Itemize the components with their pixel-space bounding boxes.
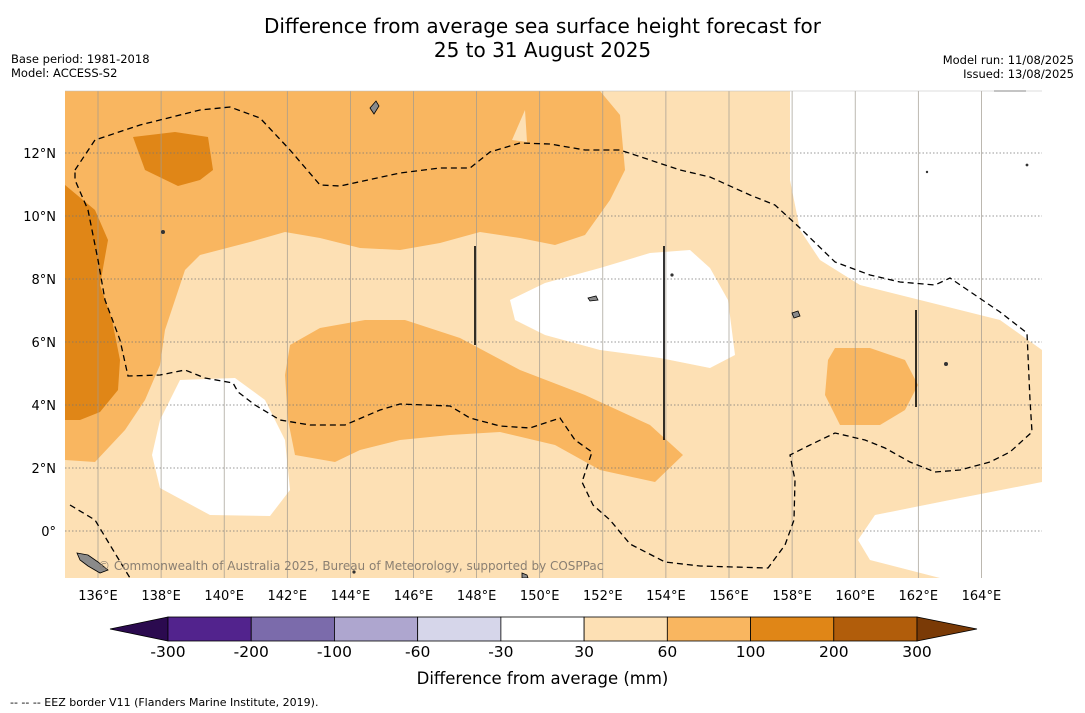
longitude-tick-label: 144°E bbox=[331, 589, 371, 604]
model-name: Model: ACCESS-S2 bbox=[11, 66, 118, 80]
colorbar-segment bbox=[583, 616, 668, 642]
island-guam bbox=[369, 100, 380, 115]
colorbar-tick-label: -300 bbox=[150, 643, 186, 661]
island-small-south bbox=[521, 572, 529, 578]
colorbar-tick-label: -200 bbox=[233, 643, 269, 661]
colorbar-tick-label: 30 bbox=[574, 643, 594, 661]
anomaly-100-200-region-north bbox=[133, 132, 213, 186]
island-new-guinea-coast bbox=[76, 552, 109, 574]
island-pohnpei bbox=[791, 310, 801, 319]
colorbar-tick-label: 60 bbox=[657, 643, 678, 661]
latitude-labels: 12°N 10°N 8°N 6°N 4°N 2°N 0° bbox=[23, 147, 56, 540]
map-area: © Commonwealth of Australia 2025, Bureau… bbox=[65, 91, 1042, 578]
longitude-labels: 136°E 138°E 140°E 142°E 144°E 146°E 148°E 150°E… bbox=[78, 589, 1001, 604]
map-title: Difference from average sea surface heig… bbox=[0, 14, 1085, 62]
latitude-tick-label: 4°N bbox=[32, 399, 57, 414]
longitude-tick-label: 142°E bbox=[268, 589, 308, 604]
longitude-tick-label: 150°E bbox=[520, 589, 560, 604]
colorbar-tick-label: 300 bbox=[902, 643, 932, 661]
colorbar-tick-label: -100 bbox=[316, 643, 353, 661]
colorbar-segment bbox=[500, 616, 585, 642]
meta-right: Model run: 11/08/2025 Issued: 13/08/2025 bbox=[943, 53, 1074, 81]
island-small-chuuk bbox=[587, 295, 599, 302]
anomaly-60-100-region-north bbox=[65, 91, 625, 462]
anomaly-60-100-region-east bbox=[825, 348, 918, 425]
base-period: Base period: 1981-2018 bbox=[11, 52, 150, 66]
colorbar-over-arrow bbox=[916, 616, 978, 642]
anomaly-neutral-region-central bbox=[510, 250, 735, 368]
colorbar-title: Difference from average (mm) bbox=[416, 669, 669, 688]
anomaly-neutral-region-east bbox=[790, 91, 1042, 350]
colorbar-segment bbox=[833, 616, 918, 642]
model-run: Model run: 11/08/2025 bbox=[942, 53, 1074, 67]
anomaly-100-200-region-west bbox=[65, 185, 120, 420]
latitude-tick-label: 12°N bbox=[23, 147, 56, 162]
longitude-tick-label: 146°E bbox=[394, 589, 434, 604]
longitude-tick-label: 138°E bbox=[141, 589, 181, 604]
credit-text: © Commonwealth of Australia 2025, Bureau… bbox=[98, 559, 603, 573]
anomaly-neutral-notch bbox=[512, 110, 527, 142]
colorbar-tick-label: 100 bbox=[735, 643, 766, 661]
longitude-tick-label: 152°E bbox=[583, 589, 623, 604]
meta-left: Base period: 1981-2018 Model: ACCESS-S2 bbox=[11, 52, 150, 80]
colorbar-tick-label: -30 bbox=[488, 643, 514, 661]
longitude-tick-label: 140°E bbox=[204, 589, 244, 604]
island-dot-5 bbox=[925, 170, 929, 174]
longitude-tick-label: 148°E bbox=[457, 589, 497, 604]
island-dot-4 bbox=[1025, 163, 1029, 167]
issued-date: Issued: 13/08/2025 bbox=[963, 67, 1074, 81]
latitude-tick-label: 0° bbox=[41, 525, 56, 540]
longitude-tick-label: 136°E bbox=[78, 589, 118, 604]
longitude-tick-label: 162°E bbox=[899, 589, 939, 604]
colorbar-segment bbox=[750, 616, 835, 642]
colorbar-segment bbox=[666, 616, 751, 642]
longitude-tick-label: 160°E bbox=[835, 589, 875, 604]
island-dot-2 bbox=[944, 362, 948, 366]
longitude-tick-label: 164°E bbox=[962, 589, 1002, 604]
longitude-tick-label: 154°E bbox=[646, 589, 686, 604]
colorbar-tick-label: -60 bbox=[404, 643, 431, 661]
grid-lines bbox=[65, 91, 1042, 578]
latitude-tick-label: 2°N bbox=[32, 462, 57, 477]
colorbar-tick-label: 200 bbox=[818, 643, 849, 661]
latitude-tick-label: 10°N bbox=[23, 210, 56, 225]
colorbar-under-arrow bbox=[109, 616, 169, 642]
anomaly-neutral-region-west bbox=[152, 378, 290, 516]
longitude-tick-label: 158°E bbox=[772, 589, 812, 604]
anomaly-60-100-region-central bbox=[285, 320, 683, 482]
colorbar-segment bbox=[417, 616, 502, 642]
island-dot-1 bbox=[161, 230, 165, 234]
colorbar-segment bbox=[250, 616, 335, 642]
island-dot-6 bbox=[352, 570, 356, 574]
eez-footnote: -- -- -- EEZ border V11 (Flanders Marine… bbox=[10, 696, 319, 709]
title-line-1: Difference from average sea surface heig… bbox=[263, 14, 822, 38]
colorbar-segment bbox=[167, 616, 252, 642]
colorbar-segment bbox=[334, 616, 419, 642]
eez-border-south bbox=[69, 504, 131, 578]
latitude-tick-label: 8°N bbox=[32, 273, 57, 288]
longitude-tick-label: 156°E bbox=[709, 589, 749, 604]
island-dot-3 bbox=[670, 273, 674, 277]
latitude-tick-label: 6°N bbox=[32, 336, 57, 351]
title-line-2: 25 to 31 August 2025 bbox=[433, 38, 652, 62]
eez-border-north bbox=[74, 106, 1033, 569]
anomaly-neutral-region-southeast bbox=[858, 482, 1042, 578]
colorbar bbox=[109, 616, 978, 642]
